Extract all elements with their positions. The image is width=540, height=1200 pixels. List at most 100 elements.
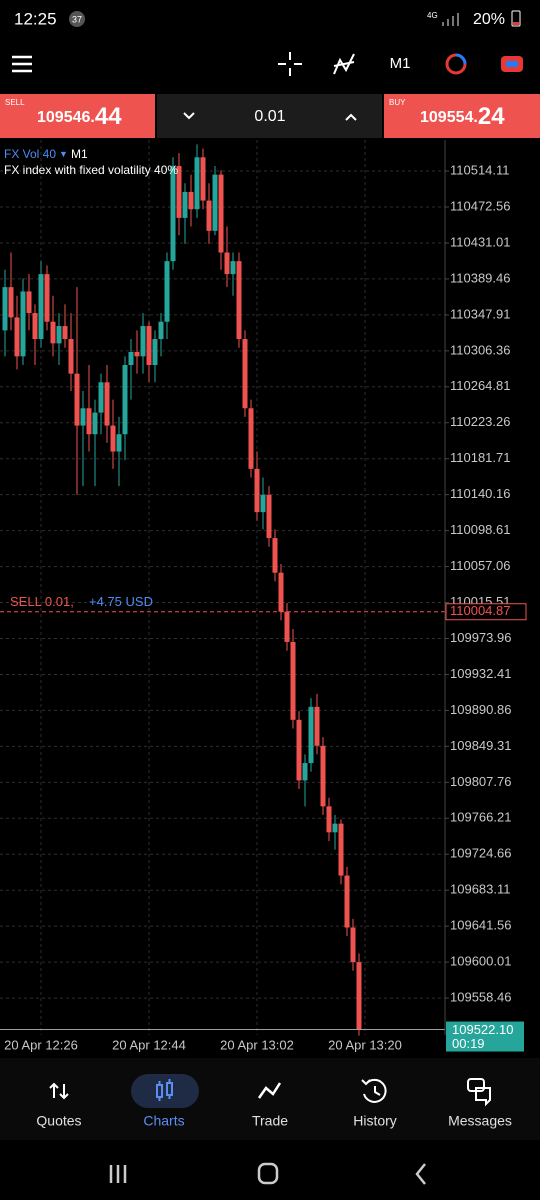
- x-tick-label: 20 Apr 13:20: [328, 1037, 402, 1052]
- signal: [442, 13, 459, 26]
- volume-down[interactable]: [183, 112, 195, 120]
- candle-body: [284, 611, 290, 642]
- candle-body: [308, 706, 314, 764]
- volume-panel: [157, 94, 382, 138]
- y-tick-label: 109641.56: [450, 918, 511, 933]
- volume-up[interactable]: [345, 113, 357, 121]
- candle-body: [122, 365, 128, 435]
- candle-body: [260, 494, 266, 513]
- y-tick-label: 110389.46: [450, 270, 511, 285]
- y-tick-label: 109600.01: [450, 954, 511, 969]
- y-tick-label: 110264.81: [450, 378, 511, 393]
- candle-body: [152, 339, 158, 365]
- candle-body: [338, 823, 344, 876]
- trade-icon[interactable]: [257, 1082, 282, 1099]
- sell-button[interactable]: [0, 94, 155, 138]
- y-tick-label: 109932.41: [450, 666, 511, 681]
- nav-item[interactable]: Messages: [448, 1113, 512, 1129]
- candle-body: [110, 425, 116, 452]
- volume[interactable]: 0.01: [254, 108, 285, 125]
- buy-price: 109554.24: [420, 103, 505, 130]
- candle-body: [62, 326, 68, 340]
- candle-body: [56, 326, 62, 344]
- battery-fill: [513, 22, 519, 25]
- candle-body: [320, 745, 326, 807]
- candle-body: [2, 287, 8, 331]
- candle-body: [158, 321, 164, 340]
- y-tick-label: 109683.11: [450, 882, 511, 897]
- crosshair-button[interactable]: [278, 52, 302, 76]
- candle-body: [86, 408, 92, 435]
- candle-body: [206, 200, 212, 231]
- position-label: SELL 0.01,: [10, 594, 74, 609]
- buy-label: BUY: [389, 98, 406, 107]
- candle-body: [20, 291, 26, 357]
- battery-icon: [511, 10, 521, 27]
- symbol-description: FX index with fixed volatility 40%: [4, 163, 178, 177]
- y-tick-label: 110057.06: [450, 558, 511, 573]
- messages-icon[interactable]: [467, 1078, 491, 1107]
- buy-price-main: 109554.: [420, 109, 478, 126]
- nav-item[interactable]: History: [353, 1113, 397, 1129]
- badge: [69, 11, 85, 27]
- candle-body: [92, 412, 98, 435]
- y-tick-label: 109973.96: [450, 630, 511, 645]
- home-button[interactable]: [257, 1162, 279, 1185]
- candle-body: [140, 326, 146, 357]
- candle-body: [350, 927, 356, 963]
- position-profit: +4.75 USD: [89, 594, 153, 609]
- position-price-box: [445, 603, 527, 621]
- recents-button[interactable]: [109, 1165, 127, 1183]
- candle-body: [314, 706, 320, 746]
- chart: 110514.11 110472.56 110431.01 110389.46 1103…: [0, 140, 527, 1052]
- y-tick-label: 109807.76: [450, 774, 511, 789]
- buy-button[interactable]: [384, 94, 540, 138]
- back-button[interactable]: [415, 1163, 426, 1185]
- one-click-accent: [506, 61, 518, 67]
- candle-body: [134, 352, 140, 357]
- quotes-icon[interactable]: [49, 1082, 69, 1100]
- candle-body: [230, 261, 236, 275]
- candle-body: [224, 252, 230, 275]
- candle-body: [170, 165, 176, 262]
- y-tick-label: 110347.91: [450, 306, 511, 321]
- candle-body: [50, 321, 56, 344]
- x-tick-label: 20 Apr 12:44: [112, 1037, 186, 1052]
- candle-body: [68, 339, 74, 374]
- history-icon[interactable]: [361, 1078, 387, 1103]
- candle-body: [14, 317, 20, 357]
- nav-item-active[interactable]: Charts: [143, 1113, 184, 1129]
- candle-body: [278, 572, 284, 612]
- menu-button[interactable]: [12, 55, 32, 73]
- y-tick-label: 109766.21: [450, 810, 511, 825]
- timeframe-button[interactable]: M1: [390, 55, 411, 72]
- y-tick-label: 109724.66: [450, 846, 511, 861]
- candle-body: [182, 191, 188, 218]
- candle-body: [146, 326, 152, 365]
- nav-item[interactable]: Trade: [252, 1113, 288, 1129]
- candle-body: [218, 174, 224, 253]
- candle-body: [176, 165, 182, 218]
- indicators-button[interactable]: [333, 53, 355, 75]
- candle-body: [188, 191, 194, 210]
- y-tick-label: 109890.86: [450, 702, 511, 717]
- charts-icon[interactable]: [156, 1079, 173, 1101]
- y-tick-label: 110181.71: [450, 450, 511, 465]
- battery-level: 20%: [473, 11, 505, 28]
- candle-body: [332, 823, 338, 833]
- candle-body: [266, 494, 272, 539]
- countdown: 00:19: [452, 1036, 485, 1051]
- sell-label: SELL: [5, 98, 25, 107]
- sell-price-big: 44: [95, 103, 122, 130]
- candle-body: [248, 408, 254, 469]
- sell-price: 109546.44: [37, 103, 122, 130]
- candle-body: [254, 468, 260, 513]
- candle-body: [32, 313, 38, 340]
- nav-item[interactable]: Quotes: [36, 1113, 81, 1129]
- candle-body: [116, 434, 122, 452]
- badge-count: 37: [72, 14, 82, 24]
- last-price-box: [446, 1021, 524, 1052]
